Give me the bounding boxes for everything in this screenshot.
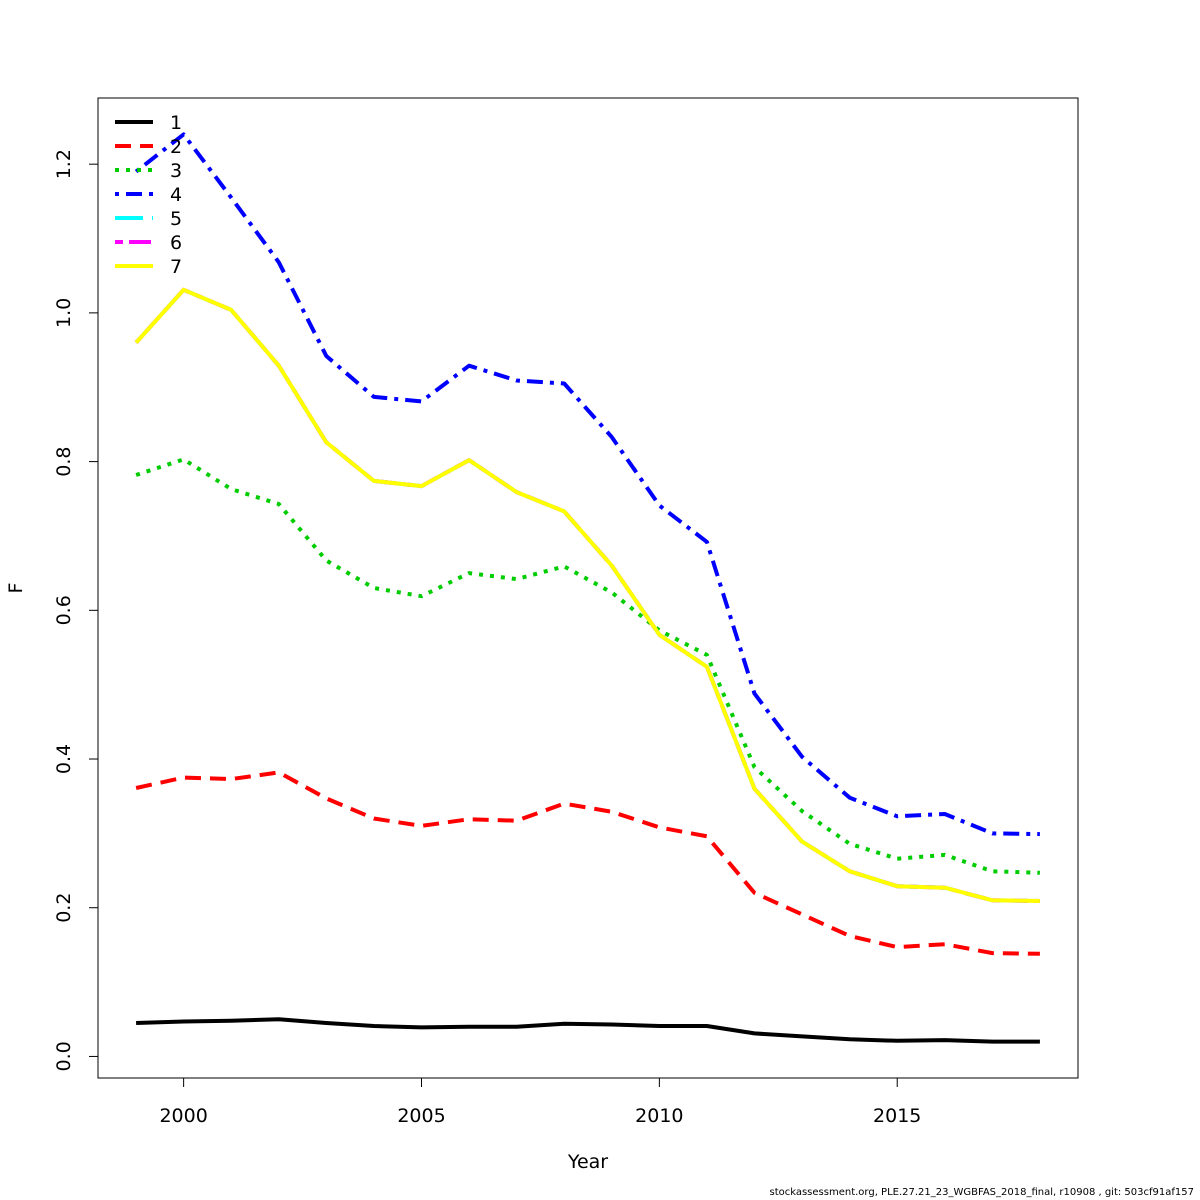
series-lines	[134, 132, 1040, 1044]
series-line-1	[136, 1017, 1040, 1044]
series-line-2	[135, 770, 1040, 956]
footer-credit: stockassessment.org, PLE.27.21_23_WGBFAS…	[769, 1187, 1194, 1198]
x-axis: 2000 2005 2010 2015	[159, 1077, 921, 1127]
legend-label-1: 1	[170, 112, 182, 134]
y-tick-label: 0.8	[53, 446, 75, 476]
legend-label-5: 5	[170, 208, 182, 230]
y-tick-label: 0.2	[53, 893, 75, 923]
y-tick-label: 0.0	[53, 1041, 75, 1071]
legend-label-4: 4	[170, 184, 182, 206]
series-line-5	[134, 287, 1040, 903]
y-tick-label: 0.6	[53, 595, 75, 625]
x-tick-label: 2015	[873, 1105, 921, 1127]
series-line-3	[135, 457, 1040, 875]
y-tick-label: 0.4	[53, 744, 75, 774]
y-axis: 0.0 0.2 0.4 0.6 0.8 1.0 1.2	[53, 149, 99, 1072]
x-tick-label: 2005	[397, 1105, 445, 1127]
series-line-7	[134, 287, 1040, 903]
y-tick-label: 1.0	[53, 298, 75, 328]
series-line-6	[134, 287, 1040, 903]
x-tick-label: 2010	[635, 1105, 683, 1127]
plot-frame	[97, 97, 1079, 1079]
x-tick-label: 2000	[159, 1105, 207, 1127]
legend-label-3: 3	[170, 160, 182, 182]
legend-label-6: 6	[170, 232, 182, 254]
legend-label-7: 7	[170, 256, 182, 278]
y-tick-label: 1.2	[53, 149, 75, 179]
legend-label-2: 2	[170, 136, 182, 158]
y-axis-title: F	[5, 583, 27, 594]
series-line-4	[134, 132, 1040, 837]
x-axis-title: Year	[567, 1151, 608, 1173]
